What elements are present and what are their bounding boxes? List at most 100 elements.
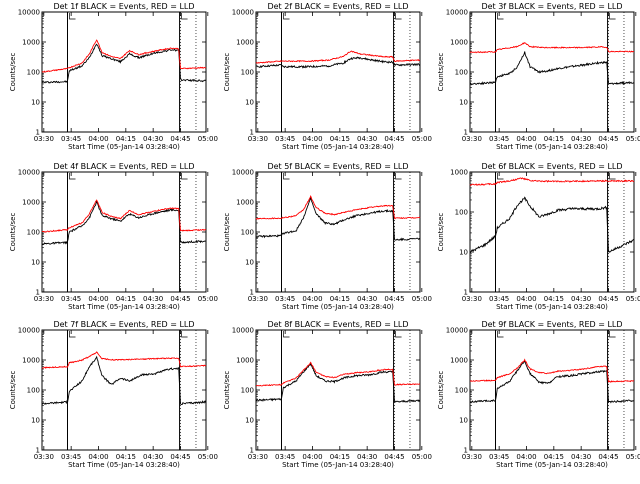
x-tick-label: 04:00 (88, 453, 108, 461)
x-tick-label: 04:30 (571, 295, 591, 303)
series-line-lld (41, 351, 207, 369)
corner-marker (283, 173, 290, 180)
chart-panel: Det 4f BLACK = Events, RED = LLD 1 10 100 10… (9, 162, 218, 311)
x-tick-label: 04:00 (302, 135, 322, 143)
x-axis-label: Start Time (05-Jan-14 03:28:40) (68, 143, 180, 151)
x-tick-label: 03:45 (275, 135, 295, 143)
y-tick-label: 1000 (236, 357, 254, 365)
x-tick-label: 04:15 (544, 453, 564, 461)
y-tick-label: 10000 (446, 327, 468, 335)
y-axis-label: Counts/sec (437, 213, 445, 252)
y-tick-label: 10 (245, 99, 254, 107)
x-tick-label: 04:00 (516, 295, 536, 303)
x-tick-label: 04:45 (384, 453, 404, 461)
chart-panel: Det 2f BLACK = Events, RED = LLD 1 10 100 10… (223, 2, 432, 151)
corner-marker (283, 331, 290, 338)
x-tick-label: 05:00 (412, 135, 432, 143)
plot-frame (469, 329, 635, 451)
y-tick-label: 100 (27, 229, 40, 237)
x-tick-label: 05:00 (198, 135, 218, 143)
x-tick-label: 03:30 (462, 135, 482, 143)
series-line-lld (469, 177, 635, 186)
x-tick-label: 04:00 (302, 295, 322, 303)
corner-marker (497, 13, 504, 20)
x-tick-label: 03:30 (34, 295, 54, 303)
corner-marker (609, 331, 616, 338)
y-axis-label: Counts/sec (223, 53, 231, 92)
y-tick-label: 10 (31, 259, 40, 267)
y-axis-label: Counts/sec (223, 213, 231, 252)
plot-frame (255, 171, 421, 293)
chart-panel: Det 7f BLACK = Events, RED = LLD 1 10 100 10… (9, 320, 218, 469)
corner-marker (497, 331, 504, 338)
y-tick-label: 10000 (232, 9, 254, 17)
x-tick-label: 03:45 (489, 295, 509, 303)
x-tick-label: 04:45 (384, 135, 404, 143)
x-tick-label: 04:00 (516, 135, 536, 143)
x-tick-label: 04:00 (88, 295, 108, 303)
chart-title: Det 5f BLACK = Events, RED = LLD (267, 162, 408, 171)
y-tick-label: 1 (250, 447, 254, 455)
y-tick-label: 1 (464, 447, 468, 455)
y-tick-label: 1 (36, 129, 40, 137)
y-axis-label: Counts/sec (9, 371, 17, 410)
y-axis-label: Counts/sec (223, 371, 231, 410)
y-tick-label: 1000 (450, 169, 468, 177)
chart-title: Det 4f BLACK = Events, RED = LLD (53, 162, 194, 171)
corner-marker (181, 13, 188, 20)
chart-panel: Det 3f BLACK = Events, RED = LLD 1 10 100 10… (437, 2, 640, 151)
y-tick-label: 1000 (236, 39, 254, 47)
y-tick-label: 10000 (232, 169, 254, 177)
y-tick-label: 10 (245, 417, 254, 425)
chart-panel: Det 8f BLACK = Events, RED = LLD 1 10 100 10… (223, 320, 432, 469)
series-line-lld (255, 195, 421, 220)
x-tick-label: 04:30 (143, 135, 163, 143)
y-tick-label: 1000 (236, 199, 254, 207)
x-tick-label: 05:00 (198, 453, 218, 461)
y-tick-label: 10 (459, 99, 468, 107)
chart-title: Det 2f BLACK = Events, RED = LLD (267, 2, 408, 11)
x-tick-label: 04:30 (357, 295, 377, 303)
y-tick-label: 1000 (22, 199, 40, 207)
x-tick-label: 04:30 (357, 453, 377, 461)
corner-marker (181, 173, 188, 180)
y-tick-label: 100 (455, 387, 468, 395)
x-tick-label: 03:30 (462, 453, 482, 461)
y-tick-label: 100 (241, 69, 254, 77)
y-tick-label: 1000 (22, 39, 40, 47)
series-line-events (41, 43, 207, 84)
y-tick-label: 10000 (446, 9, 468, 17)
series-line-events (255, 362, 421, 403)
y-tick-label: 1 (250, 289, 254, 297)
y-tick-label: 1 (36, 289, 40, 297)
series-line-lld (255, 361, 421, 387)
series-line-events (41, 199, 207, 246)
x-tick-label: 03:30 (248, 135, 268, 143)
chart-panel: Det 1f BLACK = Events, RED = LLD 1 10 100 10… (9, 2, 218, 151)
series-line-lld (41, 199, 207, 233)
x-tick-label: 04:30 (571, 453, 591, 461)
x-tick-label: 04:15 (544, 135, 564, 143)
x-tick-label: 04:45 (598, 453, 618, 461)
chart-title: Det 3f BLACK = Events, RED = LLD (481, 2, 622, 11)
x-axis-label: Start Time (05-Jan-14 03:28:40) (496, 461, 608, 469)
x-tick-label: 04:45 (170, 295, 190, 303)
x-tick-label: 04:15 (116, 453, 136, 461)
x-tick-label: 05:00 (412, 453, 432, 461)
y-axis-label: Counts/sec (437, 53, 445, 92)
x-tick-label: 03:30 (34, 135, 54, 143)
y-tick-label: 1 (250, 129, 254, 137)
x-axis-label: Start Time (05-Jan-14 03:28:40) (282, 303, 394, 311)
x-axis-label: Start Time (05-Jan-14 03:28:40) (282, 461, 394, 469)
x-tick-label: 04:15 (116, 135, 136, 143)
chart-panel: Det 6f BLACK = Events, RED = LLD 1 10 100 10… (437, 162, 640, 311)
x-tick-label: 03:45 (489, 135, 509, 143)
series-line-lld (469, 358, 635, 383)
y-tick-label: 100 (455, 209, 468, 217)
x-tick-label: 04:15 (116, 295, 136, 303)
corner-marker (395, 331, 402, 338)
corner-marker (283, 13, 290, 20)
x-tick-label: 04:15 (330, 295, 350, 303)
corner-marker (395, 173, 402, 180)
y-tick-label: 100 (241, 387, 254, 395)
